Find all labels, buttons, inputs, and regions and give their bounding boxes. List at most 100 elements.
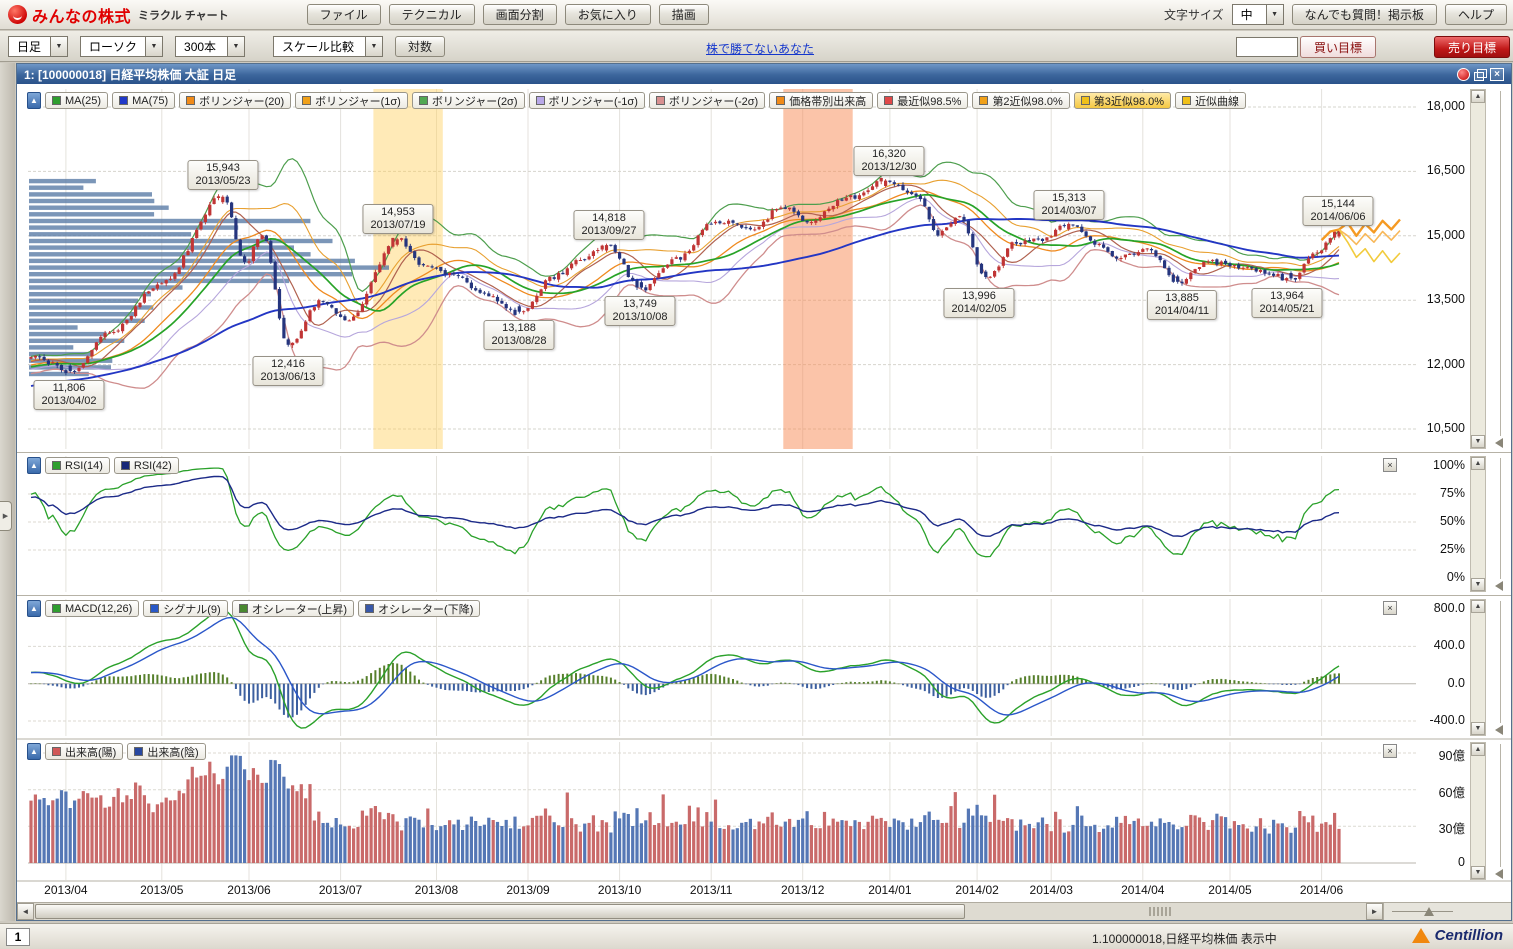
v-scrollbar-rsi[interactable]: ▲ ▼ <box>1470 456 1486 592</box>
scroll-up-button[interactable]: ▲ <box>1471 743 1485 756</box>
v-scrollbar-track[interactable] <box>1471 103 1485 435</box>
scroll-down-button[interactable]: ▼ <box>1471 435 1485 448</box>
bar-count-dropdown[interactable]: 300本 ▼ <box>175 35 246 57</box>
v-scrollbar-track[interactable] <box>1471 470 1485 578</box>
font-size-dropdown[interactable]: 中 ▼ <box>1231 4 1284 25</box>
rsi-collapse-button[interactable]: ▲ <box>27 457 41 474</box>
main-legend-item-10[interactable]: 第2近似98.0% <box>972 92 1070 109</box>
menu-button-5[interactable]: 描画 <box>658 4 709 25</box>
scale-compare-dropdown[interactable]: スケール比較 ▼ <box>273 35 384 57</box>
main-legend-item-3[interactable]: ボリンジャー(20) <box>179 92 292 109</box>
scroll-left-button[interactable]: ◄ <box>17 903 34 920</box>
macd-legend-item-3[interactable]: オシレーター(上昇) <box>231 600 355 617</box>
timeframe-dropdown[interactable]: 日足 ▼ <box>8 35 68 57</box>
v-zoom-handle[interactable] <box>1495 581 1503 591</box>
main-legend-item-11[interactable]: 第3近似98.0% <box>1073 92 1172 109</box>
page-tab[interactable]: 1 <box>6 928 30 946</box>
close-rsi-panel-icon[interactable]: × <box>1383 458 1397 472</box>
legend-label: ボリンジャー(-1σ) <box>548 95 638 108</box>
scroll-down-button[interactable]: ▼ <box>1471 866 1485 879</box>
scrollbar-track[interactable] <box>34 903 1366 920</box>
main-legend-item-9[interactable]: 最近似98.5% <box>877 92 969 109</box>
scroll-up-button[interactable]: ▲ <box>1471 457 1485 470</box>
v-scrollbar-macd[interactable]: ▲ ▼ <box>1470 599 1486 736</box>
promo-link[interactable]: 株で勝てないあなた <box>706 42 815 56</box>
price-annotation: 13,885 2014/04/11 <box>1146 290 1218 320</box>
v-zoom-handle[interactable] <box>1495 725 1503 735</box>
v-zoom-slider-volume[interactable] <box>1494 742 1508 880</box>
volume-legend-item-1[interactable]: 出来高(陽) <box>45 743 124 760</box>
help-button[interactable]: ヘルプ <box>1444 4 1507 25</box>
macd-collapse-button[interactable]: ▲ <box>27 600 41 617</box>
price-axis-label: 12,000 <box>1426 357 1465 371</box>
chevron-down-icon[interactable]: ▼ <box>1265 4 1284 25</box>
chart-style-dropdown[interactable]: ローソク ▼ <box>80 35 164 57</box>
chevron-down-icon[interactable]: ▼ <box>365 35 384 57</box>
menu-button-1[interactable]: ファイル <box>306 4 381 25</box>
scroll-down-button[interactable]: ▼ <box>1471 722 1485 735</box>
v-scrollbar-track[interactable] <box>1471 613 1485 722</box>
scroll-right-button[interactable]: ► <box>1366 903 1383 920</box>
v-zoom-slider-main[interactable] <box>1494 89 1508 449</box>
target-price-input[interactable] <box>1236 37 1298 57</box>
volume-collapse-button[interactable]: ▲ <box>27 743 41 760</box>
chart-mode-icon[interactable] <box>1457 67 1470 81</box>
chevron-down-icon[interactable]: ▼ <box>227 35 246 57</box>
scroll-up-button[interactable]: ▲ <box>1471 600 1485 613</box>
sell-target-button[interactable]: 売り目標 <box>1433 36 1510 58</box>
menu-button-2[interactable]: テクニカル <box>388 4 475 25</box>
legend-label: ボリンジャー(1σ) <box>315 95 401 108</box>
main-legend-item-6[interactable]: ボリンジャー(-1σ) <box>528 92 645 109</box>
titlebar-icons: × <box>1457 67 1504 81</box>
rsi-legend-item-1[interactable]: RSI(14) <box>45 457 110 474</box>
menu-button-4[interactable]: お気に入り <box>564 4 651 25</box>
price-annotation: 13,188 2013/08/28 <box>483 320 555 350</box>
main-legend-item-12[interactable]: 近似曲線 <box>1175 92 1247 109</box>
chevron-down-icon[interactable]: ▼ <box>145 35 164 57</box>
v-scrollbar-volume[interactable]: ▲ ▼ <box>1470 742 1486 880</box>
price-annotation: 16,320 2013/12/30 <box>853 146 925 176</box>
main-collapse-button[interactable]: ▲ <box>27 92 41 109</box>
restore-icon[interactable] <box>1474 68 1487 81</box>
v-zoom-slider-rsi[interactable] <box>1494 456 1508 592</box>
chevron-down-icon[interactable]: ▼ <box>50 35 68 57</box>
close-icon[interactable]: × <box>1490 67 1504 81</box>
window-titlebar[interactable]: 1: [100000018] 日経平均株価 大証 日足 × <box>17 64 1511 84</box>
macd-legend-item-4[interactable]: オシレーター(下降) <box>358 600 481 617</box>
zoom-slider-handle[interactable] <box>1424 907 1434 916</box>
horizontal-zoom-slider[interactable] <box>1383 903 1511 920</box>
v-zoom-handle[interactable] <box>1495 869 1503 879</box>
menu-button-3[interactable]: 画面分割 <box>482 4 557 25</box>
chart-canvas[interactable] <box>17 84 1511 902</box>
close-macd-panel-icon[interactable]: × <box>1383 601 1397 615</box>
volume-panel-legend: ▲ 出来高(陽) 出来高(陰) <box>27 743 206 760</box>
macd-legend-item-1[interactable]: MACD(12,26) <box>45 600 140 617</box>
log-scale-button[interactable]: 対数 <box>395 35 446 57</box>
macd-legend-item-2[interactable]: シグナル(9) <box>143 600 228 617</box>
macd-axis-label: -400.0 <box>1429 713 1465 727</box>
volume-legend-item-2[interactable]: 出来高(陰) <box>127 743 206 760</box>
panel-expander-tab[interactable]: ▶ <box>0 501 12 531</box>
buy-target-button[interactable]: 買い目標 <box>1299 36 1376 58</box>
main-legend-item-2[interactable]: MA(75) <box>112 92 176 109</box>
qa-board-button[interactable]: なんでも質問！掲示板 <box>1291 4 1437 25</box>
close-volume-panel-icon[interactable]: × <box>1383 744 1397 758</box>
x-axis-label: 2014/04 <box>1121 883 1165 897</box>
rsi-legend-item-2[interactable]: RSI(42) <box>113 457 179 474</box>
scrollbar-thumb[interactable] <box>35 904 965 919</box>
scroll-up-button[interactable]: ▲ <box>1471 90 1485 103</box>
v-scrollbar-track[interactable] <box>1471 756 1485 866</box>
legend-swatch-icon <box>418 96 428 105</box>
site-logo[interactable]: みんなの株式 ミラクル チャート <box>8 3 229 27</box>
main-legend-item-5[interactable]: ボリンジャー(2σ) <box>411 92 525 109</box>
main-legend-item-1[interactable]: MA(25) <box>45 92 109 109</box>
brand-logo: Centillion <box>1411 927 1503 944</box>
main-legend-item-7[interactable]: ボリンジャー(-2σ) <box>648 92 766 109</box>
main-legend-item-4[interactable]: ボリンジャー(1σ) <box>295 92 408 109</box>
v-zoom-handle[interactable] <box>1495 438 1503 448</box>
scroll-down-button[interactable]: ▼ <box>1471 578 1485 591</box>
horizontal-scrollbar[interactable]: ◄ ► <box>17 902 1511 920</box>
v-scrollbar-main[interactable]: ▲ ▼ <box>1470 89 1486 449</box>
v-zoom-slider-macd[interactable] <box>1494 599 1508 736</box>
main-legend-item-8[interactable]: 価格帯別出来高 <box>769 92 874 109</box>
